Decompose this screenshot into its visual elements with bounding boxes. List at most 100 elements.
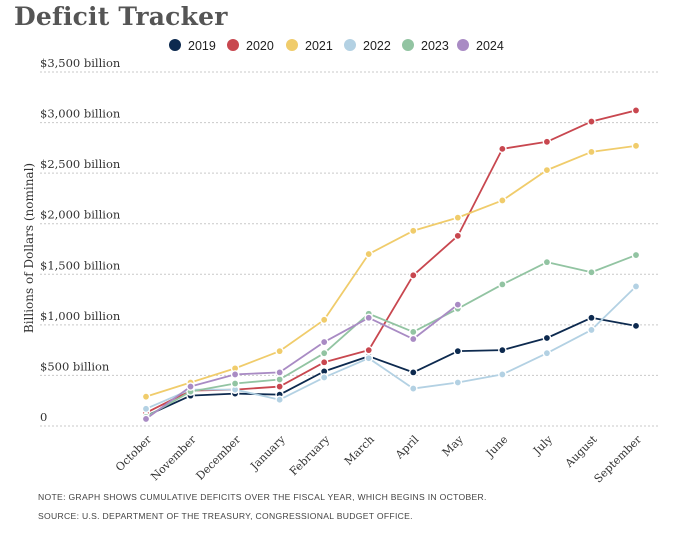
y-tick-label: $3,500 billion (40, 56, 121, 70)
legend-label: 2024 (476, 39, 504, 53)
legend-item: 2020 (227, 39, 274, 53)
data-point (275, 375, 284, 384)
data-point (453, 231, 463, 241)
data-point (275, 382, 284, 391)
data-point (542, 137, 552, 147)
data-point (408, 270, 418, 280)
legend-item: 2024 (457, 39, 504, 53)
data-point (631, 250, 641, 260)
x-tick-label: November (148, 432, 199, 483)
chart-legend: 2019 2020 2021 2022 2023 2024 (169, 39, 504, 53)
data-point (631, 141, 641, 151)
data-point (498, 280, 507, 289)
data-point (453, 300, 463, 309)
data-point (498, 370, 507, 379)
x-tick-label: July (530, 432, 555, 457)
legend-label: 2021 (305, 39, 333, 53)
legend-swatch (457, 39, 469, 51)
y-tick-label: $500 billion (40, 359, 110, 373)
series-line (145, 254, 637, 418)
legend-swatch (344, 39, 356, 51)
series-line (145, 303, 459, 420)
data-point (408, 226, 418, 236)
y-tick-label: 0 (40, 410, 47, 424)
data-point (631, 282, 641, 291)
legend-label: 2023 (421, 39, 449, 53)
x-tick-label: January (247, 432, 288, 473)
data-point (408, 327, 418, 337)
data-point (408, 384, 418, 393)
data-point (631, 106, 641, 115)
y-tick-label: $3,000 billion (40, 107, 121, 121)
data-point (141, 392, 151, 401)
x-tick-label: October (113, 432, 155, 474)
series-2020 (141, 106, 641, 418)
y-tick-label: $2,000 billion (40, 208, 121, 222)
data-point (498, 144, 507, 154)
data-point (453, 213, 463, 222)
y-tick-label: $1,000 billion (40, 309, 121, 323)
data-point (141, 414, 151, 424)
data-point (364, 353, 374, 363)
y-axis-ticks: 0 $500 billion $1,000 billion $1,500 billio… (40, 56, 121, 424)
data-point (275, 395, 284, 405)
data-point (587, 147, 596, 157)
x-tick-label: February (287, 432, 333, 478)
page-title: Deficit Tracker (14, 2, 228, 31)
data-point (319, 357, 329, 367)
data-point (587, 313, 596, 323)
legend-label: 2020 (246, 39, 274, 53)
chart-note: NOTE: GRAPH SHOWS CUMULATIVE DEFICITS OV… (38, 492, 487, 502)
x-tick-label: September (592, 432, 645, 485)
data-point (408, 368, 418, 377)
series-line (145, 109, 637, 414)
legend-swatch (227, 39, 239, 51)
legend-label: 2022 (363, 39, 391, 53)
data-point (364, 249, 374, 259)
x-tick-label: August (562, 433, 600, 471)
legend-swatch (169, 39, 181, 51)
data-point (319, 373, 329, 382)
y-tick-label: $2,500 billion (40, 157, 121, 171)
data-point (542, 333, 552, 343)
data-point (408, 334, 418, 344)
data-point (319, 337, 329, 347)
x-tick-label: April (392, 433, 422, 463)
data-point (141, 404, 151, 414)
data-point (498, 196, 507, 205)
legend-swatch (286, 39, 298, 51)
legend-item: 2023 (402, 39, 449, 53)
legend-item: 2021 (286, 39, 333, 53)
data-point (230, 370, 240, 379)
x-tick-label: May (440, 432, 467, 459)
series-2019 (141, 313, 641, 421)
x-tick-label: December (194, 432, 244, 482)
data-point (275, 368, 284, 377)
chart-series (141, 106, 641, 424)
data-point (587, 117, 596, 126)
data-point (542, 348, 552, 358)
data-point (587, 267, 596, 277)
series-2024 (141, 300, 463, 424)
data-point (186, 382, 195, 391)
chart-gridlines (40, 71, 658, 427)
legend-label: 2019 (188, 39, 216, 53)
series-line (145, 316, 637, 417)
data-point (542, 165, 552, 175)
data-point (498, 345, 507, 355)
data-point (453, 378, 463, 387)
data-point (542, 257, 552, 267)
data-point (453, 346, 463, 356)
series-2021 (141, 141, 641, 401)
legend-swatch (402, 39, 414, 51)
data-point (275, 346, 284, 356)
x-tick-label: March (342, 433, 377, 468)
data-point (319, 315, 329, 325)
series-2022 (141, 282, 641, 414)
y-axis-label: Billions of Dollars (nominal) (22, 163, 36, 333)
data-point (631, 321, 641, 331)
legend-item: 2019 (169, 39, 216, 53)
y-tick-label: $1,500 billion (40, 258, 121, 272)
